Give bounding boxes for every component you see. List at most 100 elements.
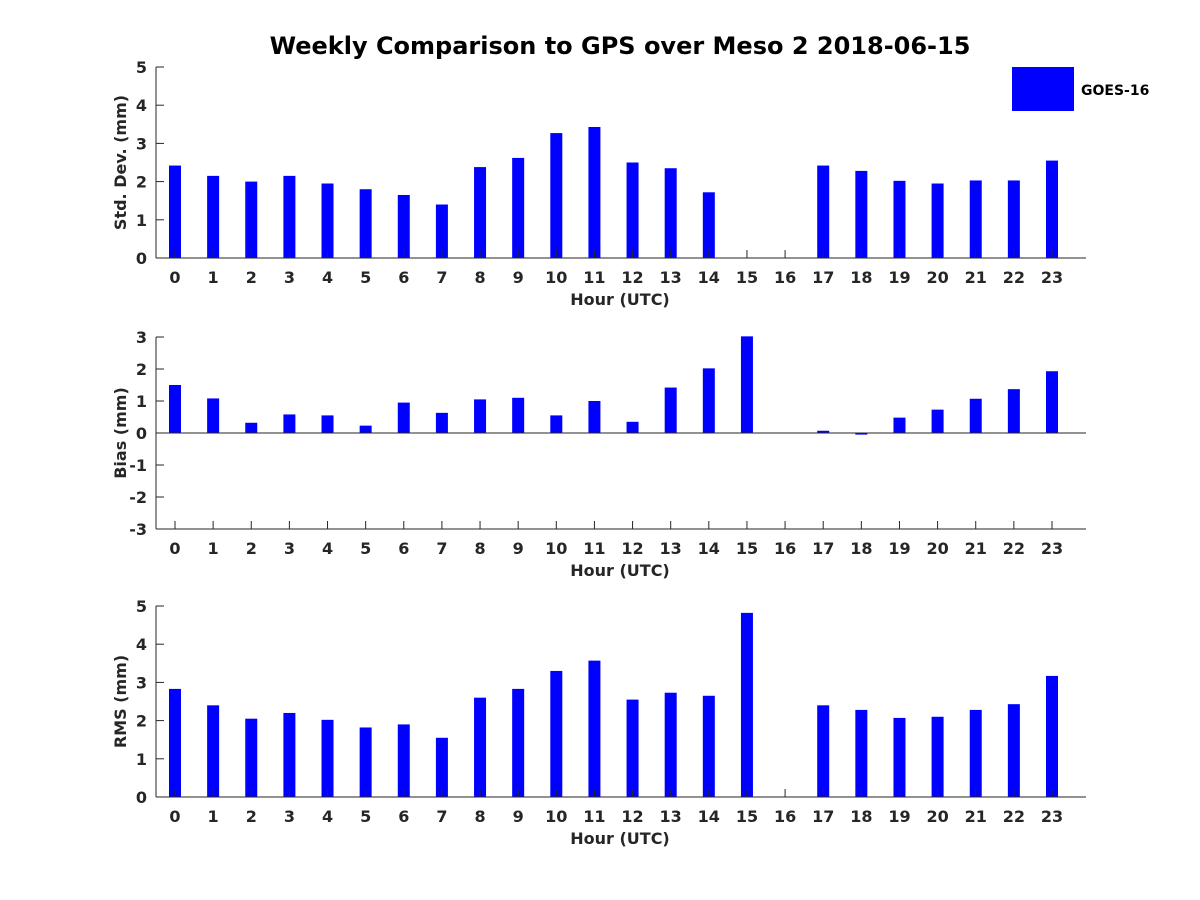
rms-bar-19 [893,717,906,797]
legend: GOES-16 [1012,67,1149,111]
bias-x-tick-label: 6 [398,539,409,558]
rms-bar-7 [435,737,448,797]
bias-bar-3 [283,414,296,433]
bias-x-tick-label: 12 [621,539,643,558]
bias-y-tick-label: 3 [136,328,147,347]
std-dev-x-axis-label: Hour (UTC) [570,290,670,309]
bias-bar-15 [740,336,753,433]
std-dev-x-tick-label: 10 [545,268,567,287]
legend-swatch [1012,67,1074,111]
std-dev-bar-23 [1045,160,1058,258]
bias-x-tick-label: 1 [208,539,219,558]
rms-bar-10 [550,670,563,797]
bias-bar-2 [245,422,258,433]
rms-bar-5 [359,727,372,797]
rms-x-tick-label: 9 [513,807,524,826]
rms-bar-4 [321,719,334,797]
std-dev-x-tick-label: 11 [583,268,605,287]
std-dev-x-tick-label: 14 [698,268,720,287]
std-dev-bar-20 [931,183,944,258]
std-dev-bar-21 [969,180,982,258]
bias-x-tick-label: 16 [774,539,796,558]
std-dev-y-tick-label: 2 [136,173,147,192]
bias-x-tick-label: 13 [660,539,682,558]
std-dev-x-tick-label: 5 [360,268,371,287]
std-dev-bar-7 [435,204,448,258]
rms-x-tick-label: 6 [398,807,409,826]
rms-x-axis-label: Hour (UTC) [570,829,670,848]
rms-x-tick-label: 4 [322,807,333,826]
legend-label: GOES-16 [1081,83,1149,99]
rms-x-tick-label: 13 [660,807,682,826]
std-dev-bar-11 [588,126,601,258]
bias-bar-22 [1007,389,1020,433]
rms-bar-8 [474,697,487,797]
bias-bar-6 [397,402,410,433]
std-dev-x-tick-label: 9 [513,268,524,287]
bias-bar-17 [817,430,830,433]
bias-y-tick-label: 2 [136,360,147,379]
bias-bar-1 [207,398,220,433]
bias-bar-13 [664,387,677,433]
rms-bar-17 [817,705,830,797]
rms-y-tick-label: 4 [136,635,147,654]
bias-x-tick-label: 8 [474,539,485,558]
rms-x-tick-label: 8 [474,807,485,826]
bias-y-tick-label: -3 [129,520,147,539]
rms-x-tick-label: 0 [169,807,180,826]
bias-bar-11 [588,401,601,433]
std-dev-x-tick-label: 6 [398,268,409,287]
bias-bar-9 [512,397,525,433]
std-dev-x-tick-label: 20 [926,268,948,287]
rms-y-axis-label: RMS (mm) [111,655,130,748]
std-dev-bar-17 [817,165,830,258]
std-dev-bar-0 [169,165,181,258]
std-dev-bar-22 [1007,180,1020,258]
std-dev-bar-4 [321,183,334,258]
std-dev-bar-1 [207,175,220,258]
std-dev-bar-2 [245,181,258,258]
bias-x-tick-label: 19 [888,539,910,558]
rms-bar-3 [283,712,296,797]
std-dev-x-tick-label: 8 [474,268,485,287]
bias-x-tick-label: 20 [926,539,948,558]
std-dev-x-tick-label: 21 [965,268,987,287]
rms-x-tick-label: 1 [208,807,219,826]
std-dev-y-tick-label: 5 [136,58,147,77]
bias-x-tick-label: 15 [736,539,758,558]
std-dev-x-tick-label: 13 [660,268,682,287]
bias-bar-10 [550,415,563,433]
rms-bar-21 [969,709,982,797]
std-dev-bar-6 [397,194,410,258]
rms-x-tick-label: 23 [1041,807,1063,826]
rms-bar-13 [664,692,677,797]
bias-x-tick-label: 7 [436,539,447,558]
bias-bar-5 [359,425,372,433]
std-dev-bar-14 [702,192,715,258]
rms-x-tick-label: 17 [812,807,834,826]
rms-bar-18 [855,709,868,797]
std-dev-x-tick-label: 17 [812,268,834,287]
bias-bar-7 [435,412,448,433]
bias-y-axis-label: Bias (mm) [111,387,130,479]
std-dev-x-tick-label: 16 [774,268,796,287]
bias-y-tick-label: 1 [136,392,147,411]
rms-bar-20 [931,716,944,797]
bias-x-tick-label: 0 [169,539,180,558]
bias-x-tick-label: 18 [850,539,872,558]
bias-bar-14 [702,368,715,433]
rms-x-tick-label: 15 [736,807,758,826]
rms-x-tick-label: 16 [774,807,796,826]
rms-y-tick-label: 2 [136,712,147,731]
std-dev-bar-12 [626,162,639,258]
std-dev-bar-18 [855,170,868,258]
bias-bar-23 [1045,371,1058,433]
rms-y-tick-label: 5 [136,597,147,616]
std-dev-bar-13 [664,168,677,258]
bias-y-tick-label: 0 [136,424,147,443]
std-dev-x-tick-label: 0 [169,268,180,287]
std-dev-x-tick-label: 3 [284,268,295,287]
rms-bar-9 [512,688,525,797]
std-dev-x-tick-label: 19 [888,268,910,287]
